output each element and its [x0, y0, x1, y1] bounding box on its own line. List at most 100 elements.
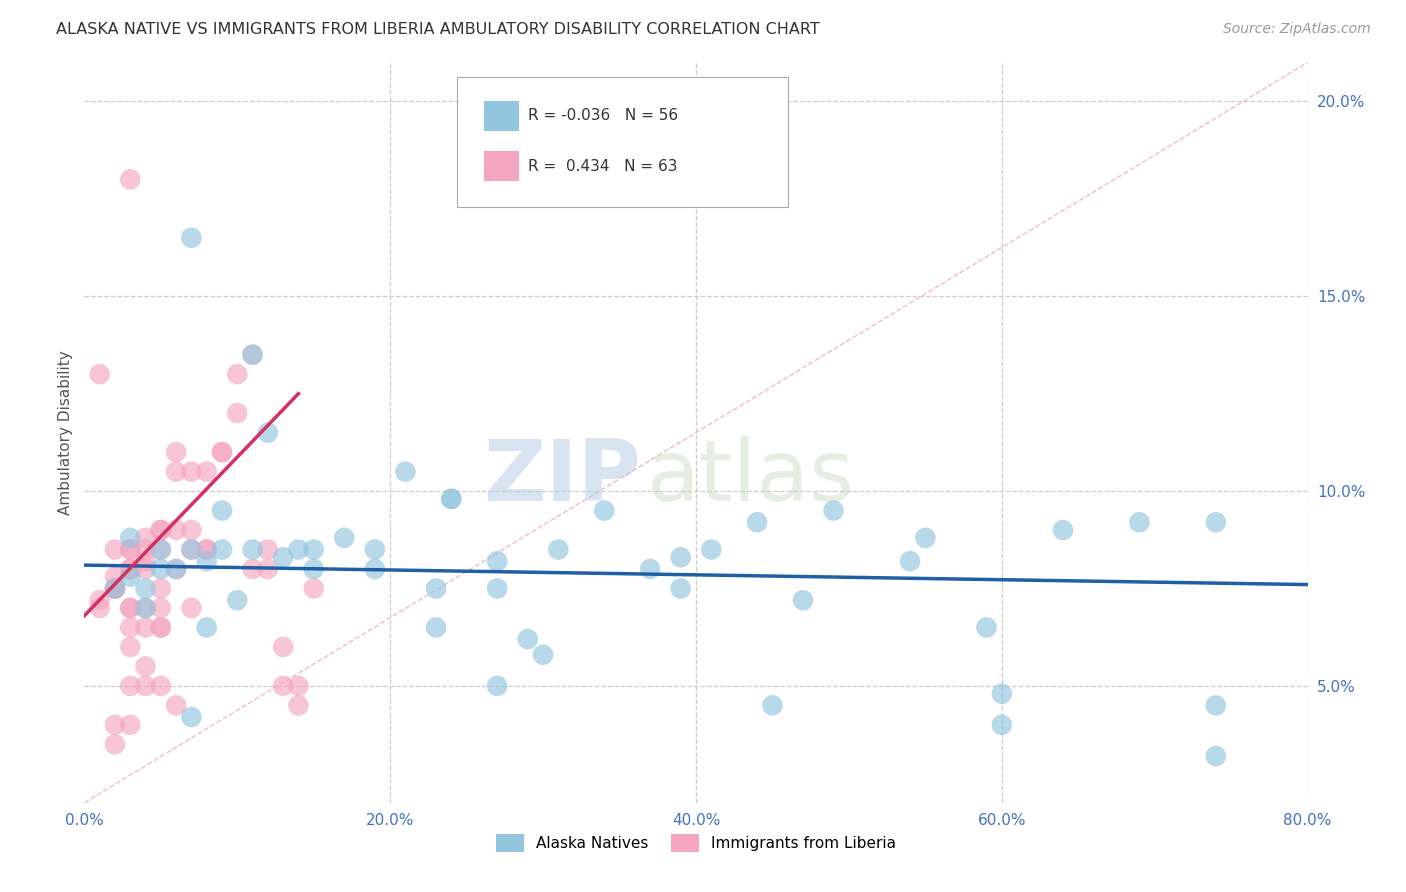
Point: [120, 601, 142, 615]
Point: [991, 687, 1014, 701]
Point: [149, 620, 172, 634]
Point: [226, 593, 249, 607]
Point: [669, 550, 692, 565]
Point: [120, 542, 142, 557]
Point: [195, 554, 218, 568]
Point: [120, 679, 142, 693]
Point: [180, 601, 202, 615]
Point: [135, 531, 157, 545]
Point: [135, 601, 157, 615]
Point: [89, 601, 111, 615]
Point: [287, 698, 309, 713]
Point: [135, 679, 157, 693]
Point: [547, 542, 569, 557]
Point: [761, 698, 783, 713]
Point: [180, 710, 202, 724]
Point: [271, 550, 294, 565]
Point: [257, 425, 280, 440]
Point: [104, 737, 127, 751]
Point: [394, 465, 416, 479]
Point: [440, 491, 463, 506]
Point: [516, 632, 538, 647]
Point: [747, 515, 769, 529]
Text: R = -0.036   N = 56: R = -0.036 N = 56: [529, 108, 679, 123]
Point: [149, 679, 172, 693]
Point: [180, 542, 202, 557]
Point: [271, 679, 294, 693]
Point: [211, 445, 233, 459]
Text: ALASKA NATIVE VS IMMIGRANTS FROM LIBERIA AMBULATORY DISABILITY CORRELATION CHART: ALASKA NATIVE VS IMMIGRANTS FROM LIBERIA…: [56, 22, 820, 37]
Point: [104, 582, 127, 596]
Text: atlas: atlas: [647, 435, 855, 518]
Point: [149, 601, 172, 615]
Point: [104, 582, 127, 596]
Point: [120, 601, 142, 615]
Point: [486, 679, 509, 693]
Point: [1205, 698, 1227, 713]
Point: [242, 348, 264, 362]
Point: [302, 562, 325, 576]
Point: [211, 445, 233, 459]
Point: [135, 582, 157, 596]
Point: [89, 593, 111, 607]
Point: [135, 620, 157, 634]
Point: [104, 542, 127, 557]
Point: [120, 562, 142, 576]
Point: [271, 640, 294, 654]
Point: [149, 542, 172, 557]
FancyBboxPatch shape: [457, 78, 787, 207]
Point: [149, 523, 172, 537]
Point: [104, 582, 127, 596]
Point: [165, 562, 187, 576]
Legend: Alaska Natives, Immigrants from Liberia: Alaska Natives, Immigrants from Liberia: [489, 829, 903, 858]
Point: [195, 465, 218, 479]
Point: [302, 542, 325, 557]
Point: [180, 465, 202, 479]
Point: [135, 659, 157, 673]
Point: [425, 582, 447, 596]
Point: [195, 542, 218, 557]
Point: [211, 503, 233, 517]
Text: Source: ZipAtlas.com: Source: ZipAtlas.com: [1223, 22, 1371, 37]
Point: [638, 562, 661, 576]
Point: [425, 620, 447, 634]
Point: [211, 542, 233, 557]
Point: [165, 562, 187, 576]
Point: [120, 640, 142, 654]
Point: [89, 367, 111, 381]
Point: [486, 582, 509, 596]
Point: [135, 554, 157, 568]
Point: [976, 620, 998, 634]
Point: [257, 542, 280, 557]
Point: [914, 531, 936, 545]
Point: [135, 601, 157, 615]
Point: [104, 582, 127, 596]
Point: [593, 503, 616, 517]
Point: [669, 582, 692, 596]
Point: [1205, 749, 1227, 764]
Point: [1052, 523, 1074, 537]
Point: [165, 698, 187, 713]
Point: [149, 620, 172, 634]
Point: [120, 172, 142, 186]
Point: [242, 562, 264, 576]
Point: [149, 542, 172, 557]
Point: [531, 648, 554, 662]
Point: [120, 562, 142, 576]
Point: [364, 542, 387, 557]
Point: [898, 554, 921, 568]
Point: [792, 593, 814, 607]
Point: [287, 679, 309, 693]
Point: [195, 542, 218, 557]
Point: [333, 531, 356, 545]
FancyBboxPatch shape: [484, 101, 519, 130]
Point: [104, 570, 127, 584]
Point: [302, 582, 325, 596]
Point: [242, 348, 264, 362]
Point: [120, 570, 142, 584]
Point: [226, 367, 249, 381]
Point: [165, 523, 187, 537]
Point: [120, 542, 142, 557]
Point: [486, 554, 509, 568]
Point: [1205, 515, 1227, 529]
